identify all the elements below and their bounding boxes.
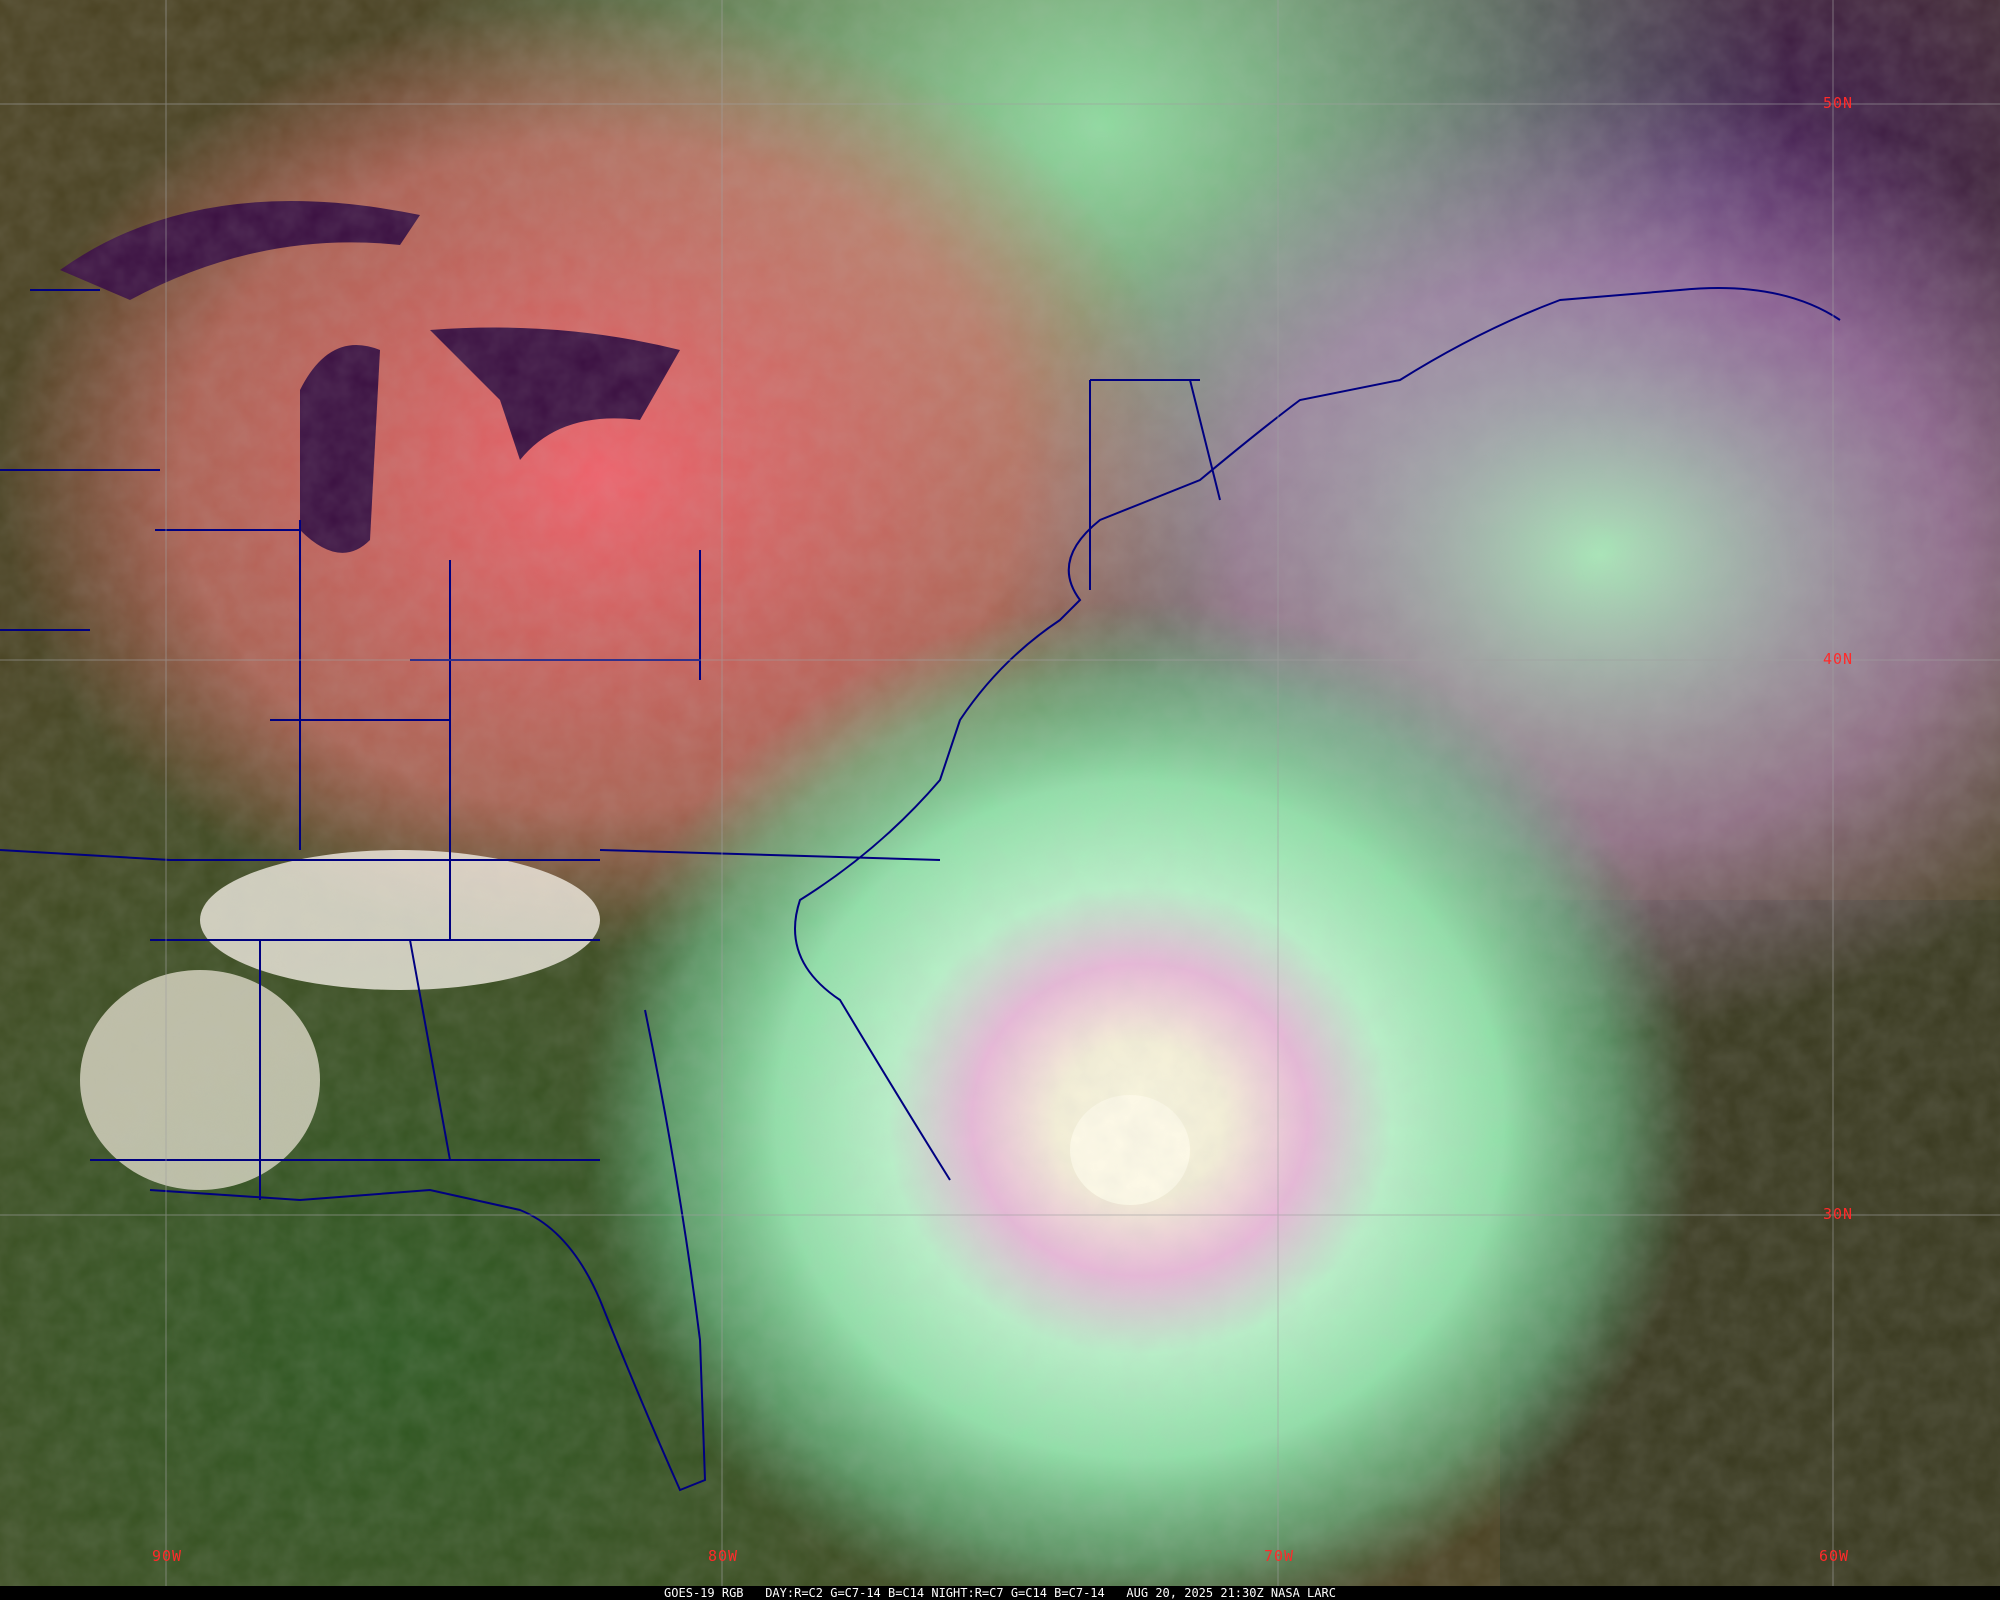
longitude-label-60w: 60W	[1819, 1547, 1850, 1565]
caption-bar: GOES-19 RGB DAY:R=C2 G=C7-14 B=C14 NIGHT…	[0, 1586, 2000, 1600]
latitude-label-50n: 50N	[1823, 94, 1854, 112]
latitude-label-40n: 40N	[1823, 650, 1854, 668]
latitude-label-30n: 30N	[1823, 1205, 1854, 1223]
longitude-label-70w: 70W	[1264, 1547, 1295, 1565]
longitude-label-80w: 80W	[708, 1547, 739, 1565]
image-caption: GOES-19 RGB DAY:R=C2 G=C7-14 B=C14 NIGHT…	[664, 1586, 1336, 1600]
longitude-label-90w: 90W	[152, 1547, 183, 1565]
